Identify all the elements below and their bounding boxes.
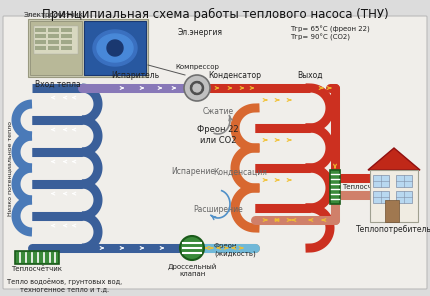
Bar (35, 40, 46, 44)
Text: Тгр= 90°С (СО2): Тгр= 90°С (СО2) (290, 34, 350, 41)
Polygon shape (107, 40, 123, 56)
Text: Принципиальная схема работы теплового насоса (ТНУ): Принципиальная схема работы теплового на… (42, 8, 388, 21)
Bar (48, 34, 59, 38)
Polygon shape (93, 30, 137, 66)
Bar (61, 40, 72, 44)
Text: Теплосчётчик: Теплосчётчик (12, 266, 62, 272)
Text: Электросчётчик: Электросчётчик (24, 11, 84, 18)
Bar (48, 46, 59, 50)
Text: Сжатие: Сжатие (203, 107, 233, 117)
Text: Тепло водоёмов, грунтовых вод,
техногенное тепло и т.д.: Тепло водоёмов, грунтовых вод, техногенн… (7, 278, 123, 292)
Bar (84, 21, 146, 75)
Text: Низко потенциальное тепло: Низко потенциальное тепло (7, 120, 12, 215)
Bar (385, 200, 399, 222)
Bar (48, 28, 59, 32)
Bar (35, 34, 46, 38)
Bar (48, 40, 59, 44)
Bar (330, 170, 340, 204)
Bar (396, 175, 412, 187)
Text: Вход тепла: Вход тепла (35, 80, 81, 89)
Bar (35, 46, 46, 50)
Text: Испаритель: Испаритель (111, 71, 159, 80)
Text: Выход: Выход (297, 71, 323, 80)
Text: Фреон 22
или CO2: Фреон 22 или CO2 (197, 125, 239, 145)
Bar (61, 46, 72, 50)
Bar (35, 28, 46, 32)
Bar (61, 28, 72, 32)
Bar (34, 26, 78, 54)
Bar (370, 170, 418, 222)
Bar (373, 175, 389, 187)
Text: Теплосчётчик: Теплосчётчик (342, 184, 393, 190)
Polygon shape (97, 34, 133, 62)
Text: Тгр= 65°С (фреон 22): Тгр= 65°С (фреон 22) (290, 26, 370, 33)
Text: Испарение: Испарение (171, 168, 215, 176)
Bar (396, 191, 412, 203)
Bar (28, 19, 148, 77)
Bar (30, 21, 82, 75)
Polygon shape (368, 148, 420, 170)
Bar (15, 251, 59, 264)
Text: Конденсатор: Конденсатор (209, 71, 261, 80)
Circle shape (184, 75, 210, 101)
Bar (373, 191, 389, 203)
Text: Теплопотребитель: Теплопотребитель (356, 225, 430, 234)
Text: Эл.энергия: Эл.энергия (178, 28, 222, 37)
Circle shape (180, 236, 204, 260)
Text: Фреон
(жидкость): Фреон (жидкость) (214, 243, 256, 257)
Text: Дроссельный
клапан: Дроссельный клапан (167, 263, 217, 277)
Text: Компрессор: Компрессор (175, 64, 219, 70)
Bar (61, 34, 72, 38)
Text: Конденсация: Конденсация (213, 168, 267, 176)
FancyBboxPatch shape (3, 16, 427, 289)
Text: Расширение: Расширение (193, 205, 243, 215)
